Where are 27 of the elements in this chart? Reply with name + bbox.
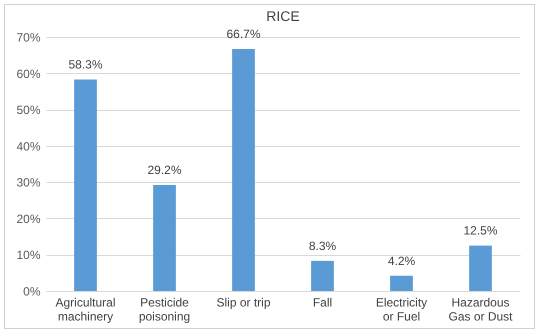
y-tick-label: 40% xyxy=(16,139,41,154)
chart-title: RICE xyxy=(266,8,300,24)
x-tick-label: Slip or trip xyxy=(216,296,271,310)
bar xyxy=(153,185,176,291)
x-tick-label: Electricity or Fuel xyxy=(376,296,428,324)
y-tick-label: 30% xyxy=(16,176,41,190)
bar xyxy=(232,48,255,291)
bar xyxy=(390,276,413,291)
x-tick-label: Hazardous Gas or Dust xyxy=(448,296,514,324)
bar xyxy=(469,246,492,291)
bar xyxy=(74,79,97,291)
data-label: 12.5% xyxy=(463,224,498,238)
y-tick-label: 0% xyxy=(23,284,41,298)
bar xyxy=(311,260,334,291)
y-tick-label: 60% xyxy=(16,66,41,81)
x-tick-label: Pesticide poisoning xyxy=(138,296,190,324)
data-label: 8.3% xyxy=(308,238,336,253)
data-label: 58.3% xyxy=(68,57,103,72)
data-label: 29.2% xyxy=(147,163,182,178)
y-tick-label: 20% xyxy=(16,212,41,226)
data-label: 66.7% xyxy=(226,26,261,41)
y-tick-label: 10% xyxy=(16,248,41,262)
data-label: 4.2% xyxy=(388,254,416,268)
y-tick-label: 70% xyxy=(16,30,41,44)
y-tick-label: 50% xyxy=(16,103,41,118)
x-tick-label: Agricultural machinery xyxy=(55,296,116,324)
x-tick-label: Fall xyxy=(312,296,332,310)
